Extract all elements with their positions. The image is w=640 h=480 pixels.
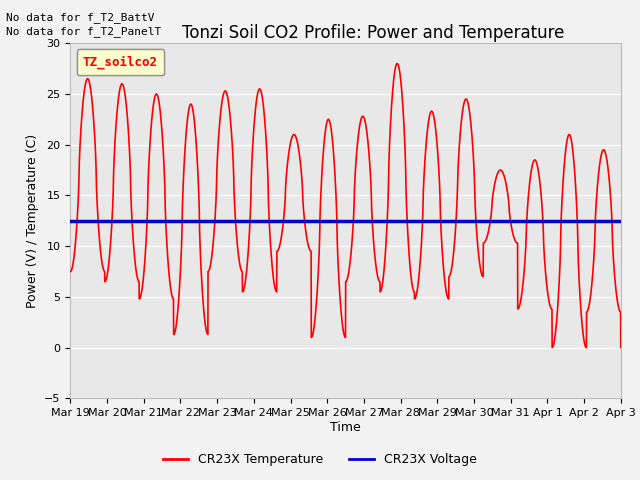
- Text: No data for f_T2_PanelT: No data for f_T2_PanelT: [6, 26, 162, 37]
- Y-axis label: Power (V) / Temperature (C): Power (V) / Temperature (C): [26, 134, 39, 308]
- Legend: TZ_soilco2: TZ_soilco2: [77, 49, 164, 75]
- X-axis label: Time: Time: [330, 421, 361, 434]
- Legend: CR23X Temperature, CR23X Voltage: CR23X Temperature, CR23X Voltage: [159, 448, 481, 471]
- Title: Tonzi Soil CO2 Profile: Power and Temperature: Tonzi Soil CO2 Profile: Power and Temper…: [182, 24, 564, 42]
- Text: No data for f_T2_BattV: No data for f_T2_BattV: [6, 12, 155, 23]
